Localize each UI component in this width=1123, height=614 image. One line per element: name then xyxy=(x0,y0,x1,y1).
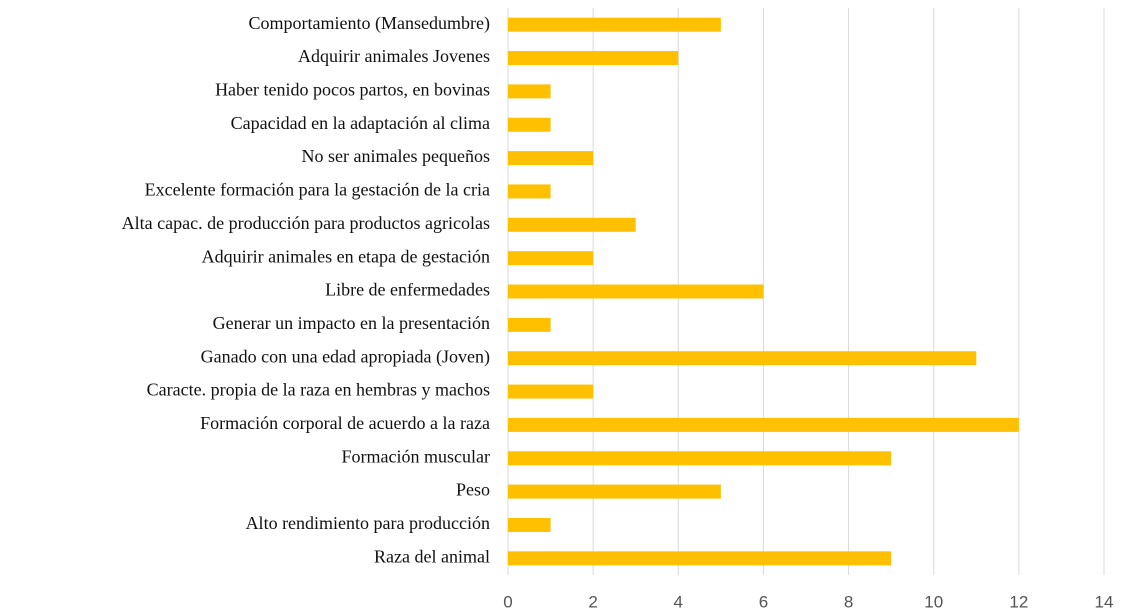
y-tick-label: Generar un impacto en la presentación xyxy=(213,313,490,333)
x-tick-label: 8 xyxy=(844,592,853,611)
x-tick-label: 6 xyxy=(759,592,768,611)
bar xyxy=(508,484,721,499)
bar xyxy=(508,384,594,399)
y-tick-label: Comportamiento (Mansedumbre) xyxy=(249,13,490,34)
y-tick-label: Adquirir animales en etapa de gestación xyxy=(202,246,490,266)
y-tick-label: Adquirir animales Jovenes xyxy=(298,46,490,66)
bar xyxy=(508,84,551,99)
y-tick-label: Formación corporal de acuerdo a la raza xyxy=(200,413,490,433)
bar xyxy=(508,317,551,332)
y-tick-label: Ganado con una edad apropiada (Joven) xyxy=(201,346,490,367)
bar xyxy=(508,351,977,366)
bar xyxy=(508,251,594,266)
y-tick-label: Raza del animal xyxy=(374,546,490,566)
y-tick-label: Excelente formación para la gestación de… xyxy=(145,180,490,200)
y-tick-label: Caracte. propia de la raza en hembras y … xyxy=(147,380,490,400)
bar xyxy=(508,151,594,166)
y-tick-label: No ser animales pequeños xyxy=(302,146,490,166)
bar xyxy=(508,417,1019,432)
x-tick-label: 12 xyxy=(1009,592,1028,611)
bar xyxy=(508,17,721,32)
bar xyxy=(508,284,764,299)
x-tick-label: 0 xyxy=(503,592,512,611)
y-tick-label: Formación muscular xyxy=(342,446,490,466)
bar xyxy=(508,117,551,132)
y-tick-label: Peso xyxy=(456,480,490,500)
y-tick-label: Capacidad en la adaptación al clima xyxy=(231,113,490,133)
x-tick-label: 4 xyxy=(674,592,683,611)
y-tick-label: Haber tenido pocos partos, en bovinas xyxy=(215,80,490,100)
bar xyxy=(508,217,636,232)
x-tick-label: 2 xyxy=(588,592,597,611)
bar xyxy=(508,517,551,532)
bar xyxy=(508,184,551,199)
x-tick-label: 14 xyxy=(1095,592,1114,611)
bar xyxy=(508,551,892,566)
y-tick-label: Alto rendimiento para producción xyxy=(246,513,490,533)
y-tick-label: Alta capac. de producción para productos… xyxy=(122,213,490,233)
bar xyxy=(508,451,892,466)
y-tick-label: Libre de enfermedades xyxy=(325,280,490,300)
x-tick-label: 10 xyxy=(924,592,943,611)
bar xyxy=(508,51,679,66)
